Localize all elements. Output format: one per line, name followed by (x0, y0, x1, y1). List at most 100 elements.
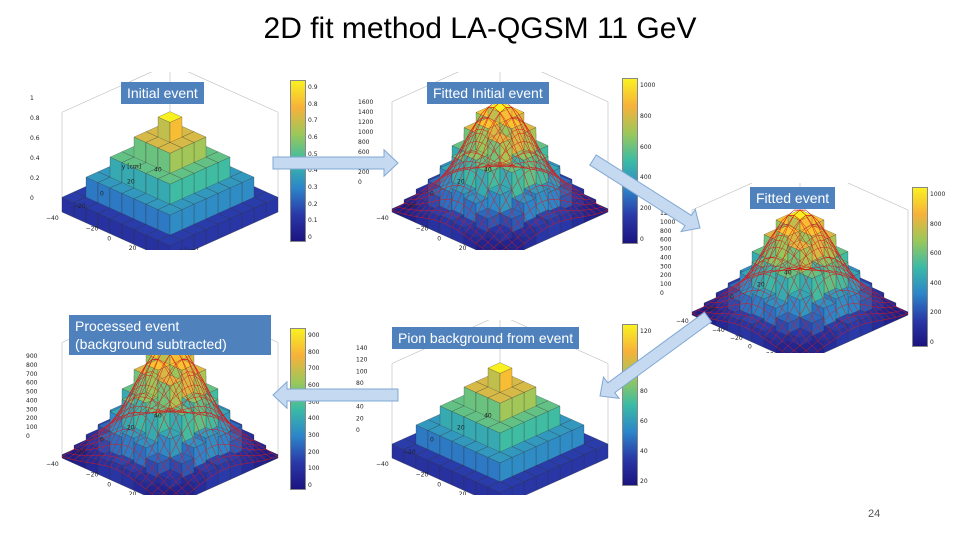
fit-mesh-line (487, 199, 597, 253)
colorbar-tick-label: 0 (640, 236, 644, 243)
fit-mesh-line (787, 303, 897, 356)
histogram-bar-face (499, 237, 525, 249)
x-tick-label: 0 (107, 235, 111, 242)
fit-mesh-line (697, 310, 807, 360)
y-tick-label: 20 (757, 282, 765, 289)
histogram-bar-face (499, 207, 525, 219)
x-tick-label: 0 (748, 343, 752, 350)
x-tick-label: 0 (437, 481, 441, 488)
colorbar-tick-label: 0 (930, 339, 934, 346)
histogram-bar-face (157, 173, 183, 185)
z-tick-label: 100 (660, 281, 672, 288)
x-tick-label: −20 (416, 472, 429, 479)
fitted-event-plot: 12001000800600500400300200100040200−20−4… (650, 161, 950, 367)
y-tick-label: −40 (46, 215, 59, 222)
initial-event-label: Initial event (121, 82, 204, 104)
y-tick-label: −20 (703, 306, 716, 313)
histogram-bar-face (145, 359, 171, 371)
colorbar-tick-label: 400 (930, 279, 942, 287)
z-tick-label: 900 (26, 353, 38, 360)
colorbar-tick-label: 700 (308, 365, 320, 373)
z-tick-label: 0.2 (30, 175, 40, 182)
fit-mesh-line (73, 443, 183, 498)
arrow-pion-to-processed (272, 380, 399, 410)
colorbar (912, 187, 928, 347)
fit-mesh-line (169, 456, 279, 506)
z-tick-label: 400 (660, 254, 672, 261)
z-tick-label: 80 (356, 380, 364, 387)
y-tick-label: −40 (376, 215, 389, 222)
histogram-bar-face (487, 224, 513, 236)
z-tick-label: 1 (30, 95, 34, 102)
histogram-bar-face (487, 392, 513, 404)
fit-mesh-line (709, 289, 819, 352)
colorbar-tick-label: 800 (308, 348, 320, 356)
y-tick-label: 40 (484, 412, 492, 419)
colorbar-tick-label: 40 (640, 448, 648, 455)
fit-mesh-line (691, 313, 801, 363)
x-tick-label: 20 (459, 245, 467, 250)
fitted-initial-event-plot: 1600140012001000800600400200040200−20−40… (350, 52, 655, 262)
x-tick-label: 20 (459, 491, 467, 495)
z-tick-label: 1400 (358, 109, 373, 116)
colorbar-tick-label: 100 (308, 465, 320, 473)
fit-mesh-line (67, 452, 177, 502)
fit-mesh-line (403, 199, 513, 253)
z-tick-label: 100 (26, 424, 38, 431)
z-tick-label: 200 (26, 415, 38, 422)
histogram-bar-face (763, 330, 789, 342)
arrow-fitted-initial-to-fitted (589, 154, 701, 233)
colorbar-tick-label: 60 (640, 418, 648, 425)
colorbar-tick-label: 80 (640, 388, 648, 395)
fit-mesh-line (799, 313, 909, 363)
colorbar-tick-label: 800 (640, 112, 652, 120)
z-tick-label: 800 (358, 139, 370, 146)
y-tick-label: 40 (484, 166, 492, 173)
x-tick-label: 0 (107, 481, 111, 488)
histogram-bars (61, 111, 279, 261)
fit-mesh-line (391, 210, 501, 260)
x-tick-label: 20 (129, 245, 137, 250)
colorbar-tick-label: 1000 (930, 191, 946, 198)
colorbar (290, 328, 306, 490)
arrow-fitted-to-pion (599, 311, 713, 400)
y-tick-label: 0 (430, 437, 434, 444)
histogram-bar-face (133, 436, 159, 449)
z-tick-label: 100 (356, 368, 368, 375)
colorbar-tick-label: 0.6 (308, 134, 318, 141)
pion-background-label: Pion background from event (392, 327, 580, 349)
z-tick-label: 600 (660, 237, 672, 244)
fit-mesh-line (410, 184, 519, 249)
fit-mesh-line (397, 206, 507, 257)
y-axis-label: y [cm] (122, 164, 141, 171)
histogram-bar-face (487, 481, 513, 493)
y-tick-label: −20 (73, 203, 86, 210)
processed-event-label: Processed event (background subtracted) (69, 315, 271, 355)
z-tick-label: 0.8 (30, 115, 40, 122)
z-tick-label: 400 (26, 397, 38, 404)
z-tick-label: 500 (660, 246, 672, 253)
histogram-bar-face (511, 192, 537, 204)
y-tick-label: −20 (403, 449, 416, 456)
histogram-bar-face (157, 234, 183, 246)
z-tick-label: 0 (26, 433, 30, 440)
histogram-bar-face (145, 452, 171, 464)
z-tick-label: 600 (358, 149, 370, 156)
y-tick-label: 20 (457, 425, 465, 432)
colorbar-tick-label: 0 (308, 234, 312, 241)
x-tick-label: −40 (712, 327, 725, 334)
plot-canvas: 12001000800600500400300200100040200−20−4… (660, 161, 909, 367)
colorbar-tick-label: 900 (308, 332, 320, 339)
x-tick-label: −20 (416, 226, 429, 233)
x-tick-label: 20 (129, 491, 137, 495)
colorbar-tick-label: 500 (308, 398, 320, 406)
plot-canvas: 1600140012001000800600400200040200−20−40… (358, 52, 609, 262)
histogram-bar-face (181, 436, 207, 449)
y-tick-label: 20 (457, 179, 465, 186)
colorbar-tick-label: 0.9 (308, 84, 318, 91)
fit-mesh-line (493, 206, 603, 257)
z-tick-label: 300 (26, 406, 38, 413)
z-tick-label: 1200 (358, 119, 373, 126)
z-tick-label: 0 (358, 179, 362, 186)
